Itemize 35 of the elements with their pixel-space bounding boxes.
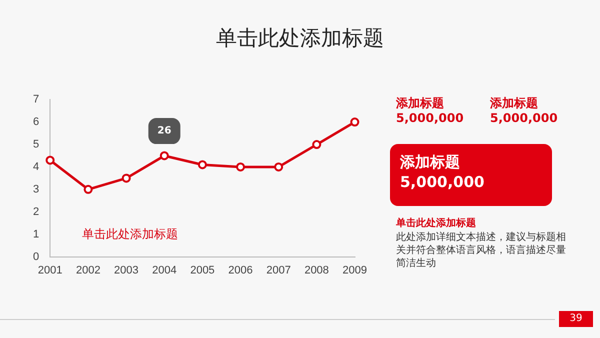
point <box>236 162 246 172</box>
point <box>312 140 322 150</box>
x-tick-label: 2003 <box>114 264 139 276</box>
point <box>274 162 284 172</box>
y-tick-label: 5 <box>32 138 40 151</box>
y-tick-label: 0 <box>32 250 40 263</box>
y-tick-label: 7 <box>32 94 40 106</box>
text: 此处添加详细文本描述，建议与标题相关并符合整体语言风格，语言描述尽量简洁生动 <box>396 231 566 270</box>
y-tick-label: 4 <box>32 161 40 174</box>
y-tick-label: 1 <box>32 228 40 240</box>
x-tick-label: 2001 <box>38 264 62 276</box>
chart-title: 单击此处添加标题 <box>215 25 385 52</box>
x-tick-label: 2007 <box>266 264 291 276</box>
point <box>198 160 207 170</box>
y-tick-label: 2 <box>32 206 40 218</box>
x-tick-label: 2005 <box>190 264 215 276</box>
text: 单击此处添加标题 <box>396 216 476 230</box>
text: 添加标题 5,000,000 <box>490 96 558 126</box>
x-tick-label: 2004 <box>152 264 177 276</box>
x-tick-label: 2008 <box>304 264 329 276</box>
text: 39 <box>559 311 593 327</box>
text: 添加标题 5,000,000 <box>396 96 464 126</box>
point <box>350 118 360 127</box>
y-tick-label: 6 <box>32 116 40 128</box>
point <box>160 151 169 160</box>
annotation: 26 <box>157 126 172 137</box>
y-tick-label: 3 <box>32 183 40 196</box>
x-tick-label: 2006 <box>228 264 253 276</box>
point <box>122 174 131 183</box>
point <box>84 184 93 194</box>
x-tick-label: 2009 <box>342 264 368 276</box>
point <box>46 156 55 165</box>
x-tick-label: 2002 <box>76 264 100 276</box>
text: 添加标题 5,000,000 <box>390 144 552 206</box>
annotation: 单击此处添加标题 <box>82 226 178 243</box>
